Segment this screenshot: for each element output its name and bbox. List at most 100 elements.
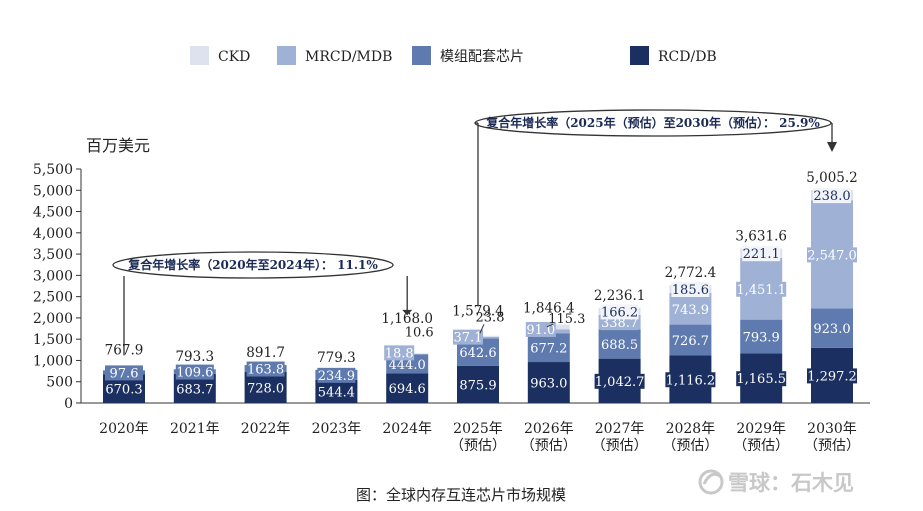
data-label-模组配套芯片: 677.2 [530, 342, 567, 357]
data-label-rcd-db: 1,165.5 [736, 372, 786, 387]
data-label-bg [384, 345, 415, 361]
y-tick-label: 2,500 [33, 290, 73, 306]
y-tick-label: 2,000 [33, 311, 73, 327]
x-category-label: 2023年 [312, 421, 362, 437]
watermark: 雪球：石木见 [698, 469, 854, 495]
y-tick-label: 4,500 [33, 205, 73, 221]
data-label-ckd: 221.1 [743, 247, 780, 262]
data-label-模组配套芯片: 444.0 [389, 358, 426, 373]
cagr-text-2020-2024: 复合年增长率（2020年至2024年）： 11.1% [127, 257, 378, 272]
x-category-label: 2025年 [453, 421, 503, 437]
data-label-bg [459, 345, 497, 361]
y-tick-label: 5,000 [33, 183, 73, 199]
data-label-bg [317, 384, 356, 400]
data-label-模组配套芯片: 726.7 [672, 334, 709, 349]
data-label-rcd-db: 1,297.2 [807, 369, 857, 384]
y-tick-label: 4,000 [33, 226, 73, 242]
data-label-模组配套芯片: 793.9 [743, 331, 780, 346]
data-label-bg [246, 361, 285, 377]
total-label: 1,846.4 [523, 300, 575, 316]
x-category-label: 2020年 [99, 421, 149, 437]
data-label-bg [388, 357, 427, 373]
data-label-bg [742, 246, 781, 262]
x-category-label: 2026年 [524, 421, 574, 437]
legend-label-mrcd-mdb: MRCD/MDB [305, 49, 392, 65]
data-label-bg [813, 188, 851, 204]
x-category-label: （预估） [521, 438, 577, 454]
cagr-ellipse-2020-2024 [112, 251, 394, 279]
total-label: 2,236.1 [594, 288, 646, 304]
total-label: 3,631.6 [735, 228, 787, 244]
x-category-label: 2030年 [807, 421, 857, 437]
data-label-bg [594, 373, 645, 389]
data-label-ckd: 115.3 [548, 312, 585, 327]
data-label-bg [671, 281, 710, 297]
data-label-mrcd-mdb: 1,451.1 [736, 283, 786, 298]
data-label-bg [529, 340, 568, 356]
data-label-mrcd-mdb: 18.8 [385, 346, 414, 361]
data-label-bg [175, 381, 214, 397]
data-labels: 670.397.6767.9683.7109.6793.3728.0163.88… [105, 170, 858, 400]
x-category-label: 2029年 [736, 421, 786, 437]
data-label-rcd-db: 544.4 [318, 385, 355, 400]
x-category-label: （预估） [450, 438, 506, 454]
data-label-bg [813, 321, 851, 337]
cagr-annotations: 复合年增长率（2020年至2024年）： 11.1% 复合年增长率（2025年（预… [112, 109, 837, 356]
legend: CKD MRCD/MDB 模组配套芯片 RCD/DB [190, 46, 717, 65]
total-label: 793.3 [175, 349, 214, 365]
data-label-模组配套芯片: 688.5 [601, 338, 638, 353]
y-tick-label: 500 [46, 375, 73, 391]
legend-label-ckd: CKD [218, 49, 250, 65]
data-label-ckd: 23.8 [476, 311, 505, 326]
data-label-ckd: 185.6 [672, 283, 709, 298]
data-label-rcd-db: 728.0 [247, 382, 284, 397]
data-label-bg [105, 365, 143, 381]
x-category-label: 2027年 [595, 421, 645, 437]
data-label-模组配套芯片: 234.9 [318, 369, 355, 384]
data-label-mrcd-mdb: 743.9 [672, 303, 709, 318]
data-label-ckd: 238.0 [813, 189, 850, 204]
data-label-rcd-db: 1,116.2 [666, 373, 716, 388]
data-label-bg [388, 381, 427, 397]
legend-swatch-mrcd-mdb [277, 46, 296, 65]
x-category-label: （预估） [733, 438, 789, 454]
data-label-bg [807, 247, 857, 263]
data-label-mrcd-mdb: 338.7 [601, 316, 638, 331]
data-label-bg [459, 377, 497, 393]
data-label-bg [807, 368, 857, 384]
y-axis-unit-label: 百万美元 [86, 136, 150, 155]
x-category-label: （预估） [592, 438, 648, 454]
data-label-mrcd-mdb: 2,547.0 [807, 248, 857, 263]
data-label-bg [742, 329, 781, 345]
data-label-rcd-db: 963.0 [530, 377, 567, 392]
data-label-rcd-db: 670.3 [105, 383, 142, 398]
legend-label-rcd-db: RCD/DB [658, 49, 717, 65]
data-label-模组配套芯片: 163.8 [247, 363, 284, 378]
data-label-rcd-db: 694.6 [389, 382, 426, 397]
figure-caption: 图：全球内存互连芯片市场规模 [356, 486, 566, 504]
data-label-rcd-db: 1,042.7 [595, 375, 645, 390]
data-label-模组配套芯片: 923.0 [813, 322, 850, 337]
y-axis: 0 500 1,000 1,500 2,000 2,500 3,000 3,500 4,000 4… [33, 162, 870, 412]
y-tick-label: 1,500 [33, 332, 73, 348]
total-label: 2,772.4 [665, 265, 717, 281]
x-category-label: 2028年 [666, 421, 716, 437]
data-label-rcd-db: 683.7 [176, 382, 213, 397]
data-label-模组配套芯片: 109.6 [176, 366, 213, 381]
data-label-bg [175, 364, 214, 380]
data-label-bg [317, 367, 356, 383]
data-label-bg [105, 381, 143, 397]
data-label-bg [671, 301, 710, 317]
legend-label-模组配套芯片: 模组配套芯片 [440, 49, 524, 65]
cagr-text-2025-2030: 复合年增长率（2025年（预估）至2030年（预估）： 25.9% [485, 115, 820, 130]
data-label-bg [671, 333, 710, 349]
data-label-ckd: 166.2 [601, 305, 638, 320]
y-tick-label: 3,500 [33, 247, 73, 263]
x-category-label: （预估） [804, 438, 860, 454]
data-label-bg [529, 375, 568, 391]
data-label-bg [453, 329, 483, 345]
data-label-bg [246, 380, 285, 396]
y-tick-label: 5,500 [33, 162, 73, 178]
total-label: 891.7 [246, 345, 285, 361]
